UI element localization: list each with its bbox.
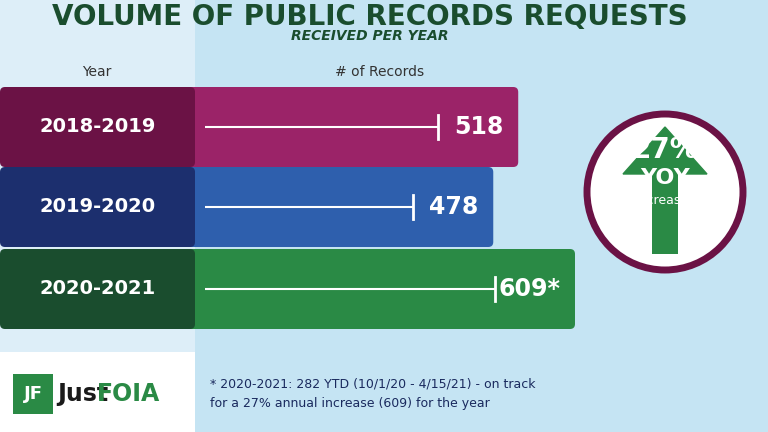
- Text: * 2020-2021: 282 YTD (10/1/20 - 4/15/21) - on track
for a 27% annual increase (6: * 2020-2021: 282 YTD (10/1/20 - 4/15/21)…: [210, 378, 535, 410]
- Text: Increase*: Increase*: [635, 194, 695, 206]
- Text: Year: Year: [82, 65, 111, 79]
- FancyBboxPatch shape: [185, 249, 575, 329]
- FancyBboxPatch shape: [0, 0, 195, 432]
- Text: Just: Just: [57, 382, 108, 406]
- Text: 27%: 27%: [632, 136, 698, 164]
- FancyBboxPatch shape: [652, 174, 678, 254]
- FancyBboxPatch shape: [0, 249, 195, 329]
- FancyBboxPatch shape: [0, 352, 195, 432]
- Text: 2018-2019: 2018-2019: [39, 118, 156, 137]
- Text: RECEIVED PER YEAR: RECEIVED PER YEAR: [291, 29, 449, 43]
- Text: JF: JF: [24, 385, 42, 403]
- Text: 2019-2020: 2019-2020: [39, 197, 156, 216]
- Text: # of Records: # of Records: [336, 65, 425, 79]
- Text: VOLUME OF PUBLIC RECORDS REQUESTS: VOLUME OF PUBLIC RECORDS REQUESTS: [52, 3, 688, 31]
- FancyBboxPatch shape: [0, 87, 195, 167]
- FancyBboxPatch shape: [185, 167, 493, 247]
- Text: YOY: YOY: [640, 168, 690, 188]
- FancyBboxPatch shape: [185, 87, 518, 167]
- Text: 518: 518: [454, 115, 503, 139]
- Text: 609*: 609*: [498, 277, 560, 301]
- Text: FOIA: FOIA: [97, 382, 161, 406]
- FancyBboxPatch shape: [13, 374, 53, 414]
- FancyBboxPatch shape: [0, 167, 195, 247]
- Text: 2020-2021: 2020-2021: [39, 280, 156, 299]
- Ellipse shape: [587, 114, 743, 270]
- Text: 478: 478: [429, 195, 478, 219]
- Polygon shape: [623, 127, 707, 174]
